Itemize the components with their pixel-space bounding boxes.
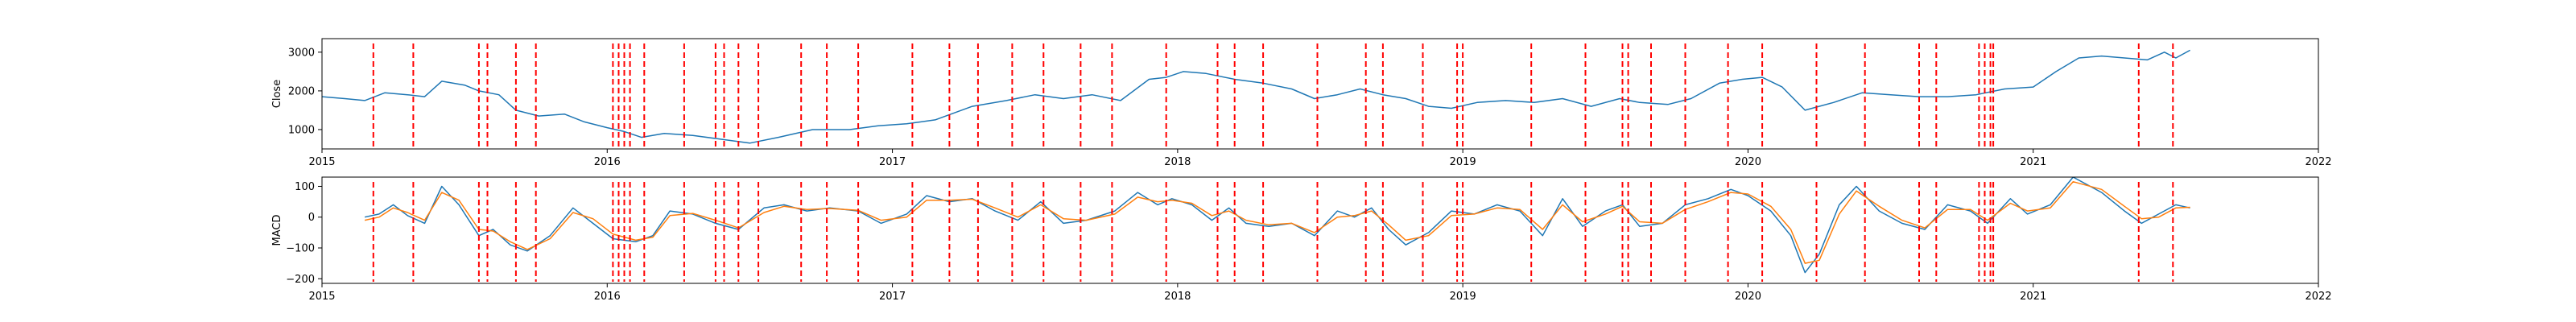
close-x-tick-label: 2016 (594, 156, 621, 168)
macd-x-tick-label: 2022 (2305, 291, 2331, 303)
macd-series-signal-line (364, 180, 2190, 264)
macd-x-tick-label: 2021 (2020, 291, 2046, 303)
macd-x-tick-label: 2018 (1164, 291, 1191, 303)
close-y-tick-label: 1000 (288, 124, 315, 136)
macd-y-axis-label: MACD (271, 215, 283, 246)
close-x-tick-label: 2019 (1450, 156, 1476, 168)
close-plot-area (322, 43, 2190, 147)
macd-panel: 2015 2016 2017 2018 2019 2020 2021 2022 −200 −100… (271, 176, 2332, 303)
close-x-tick-label: 2015 (308, 156, 335, 168)
macd-y-tick-label: −100 (286, 243, 315, 255)
close-y-tick-label: 2000 (288, 85, 315, 97)
macd-series-macd-line (364, 177, 2190, 274)
close-x-tick-label: 2021 (2020, 156, 2046, 168)
macd-y-tick-label: −200 (286, 274, 315, 286)
close-price-panel: 2015 2016 2017 2018 2019 2020 2021 2022 1000 2000… (271, 38, 2332, 168)
macd-x-tick-label: 2020 (1735, 291, 1761, 303)
close-y-tick-label: 3000 (288, 47, 315, 59)
macd-x-tick-label: 2016 (594, 291, 621, 303)
close-axes-frame (321, 38, 2319, 150)
macd-axes-frame (321, 176, 2319, 284)
macd-y-tick-label: 0 (308, 212, 315, 224)
macd-x-tick-label: 2015 (308, 291, 335, 303)
close-x-tick-label: 2022 (2305, 156, 2331, 168)
close-x-tick-label: 2017 (879, 156, 906, 168)
macd-x-tick-label: 2017 (879, 291, 906, 303)
macd-y-tick-label: 100 (295, 181, 315, 193)
close-x-tick-label: 2018 (1164, 156, 1191, 168)
macd-plot-area (364, 177, 2190, 282)
macd-x-tick-label: 2019 (1450, 291, 1476, 303)
close-y-axis-label: Close (271, 80, 283, 108)
close-x-tick-label: 2020 (1735, 156, 1761, 168)
